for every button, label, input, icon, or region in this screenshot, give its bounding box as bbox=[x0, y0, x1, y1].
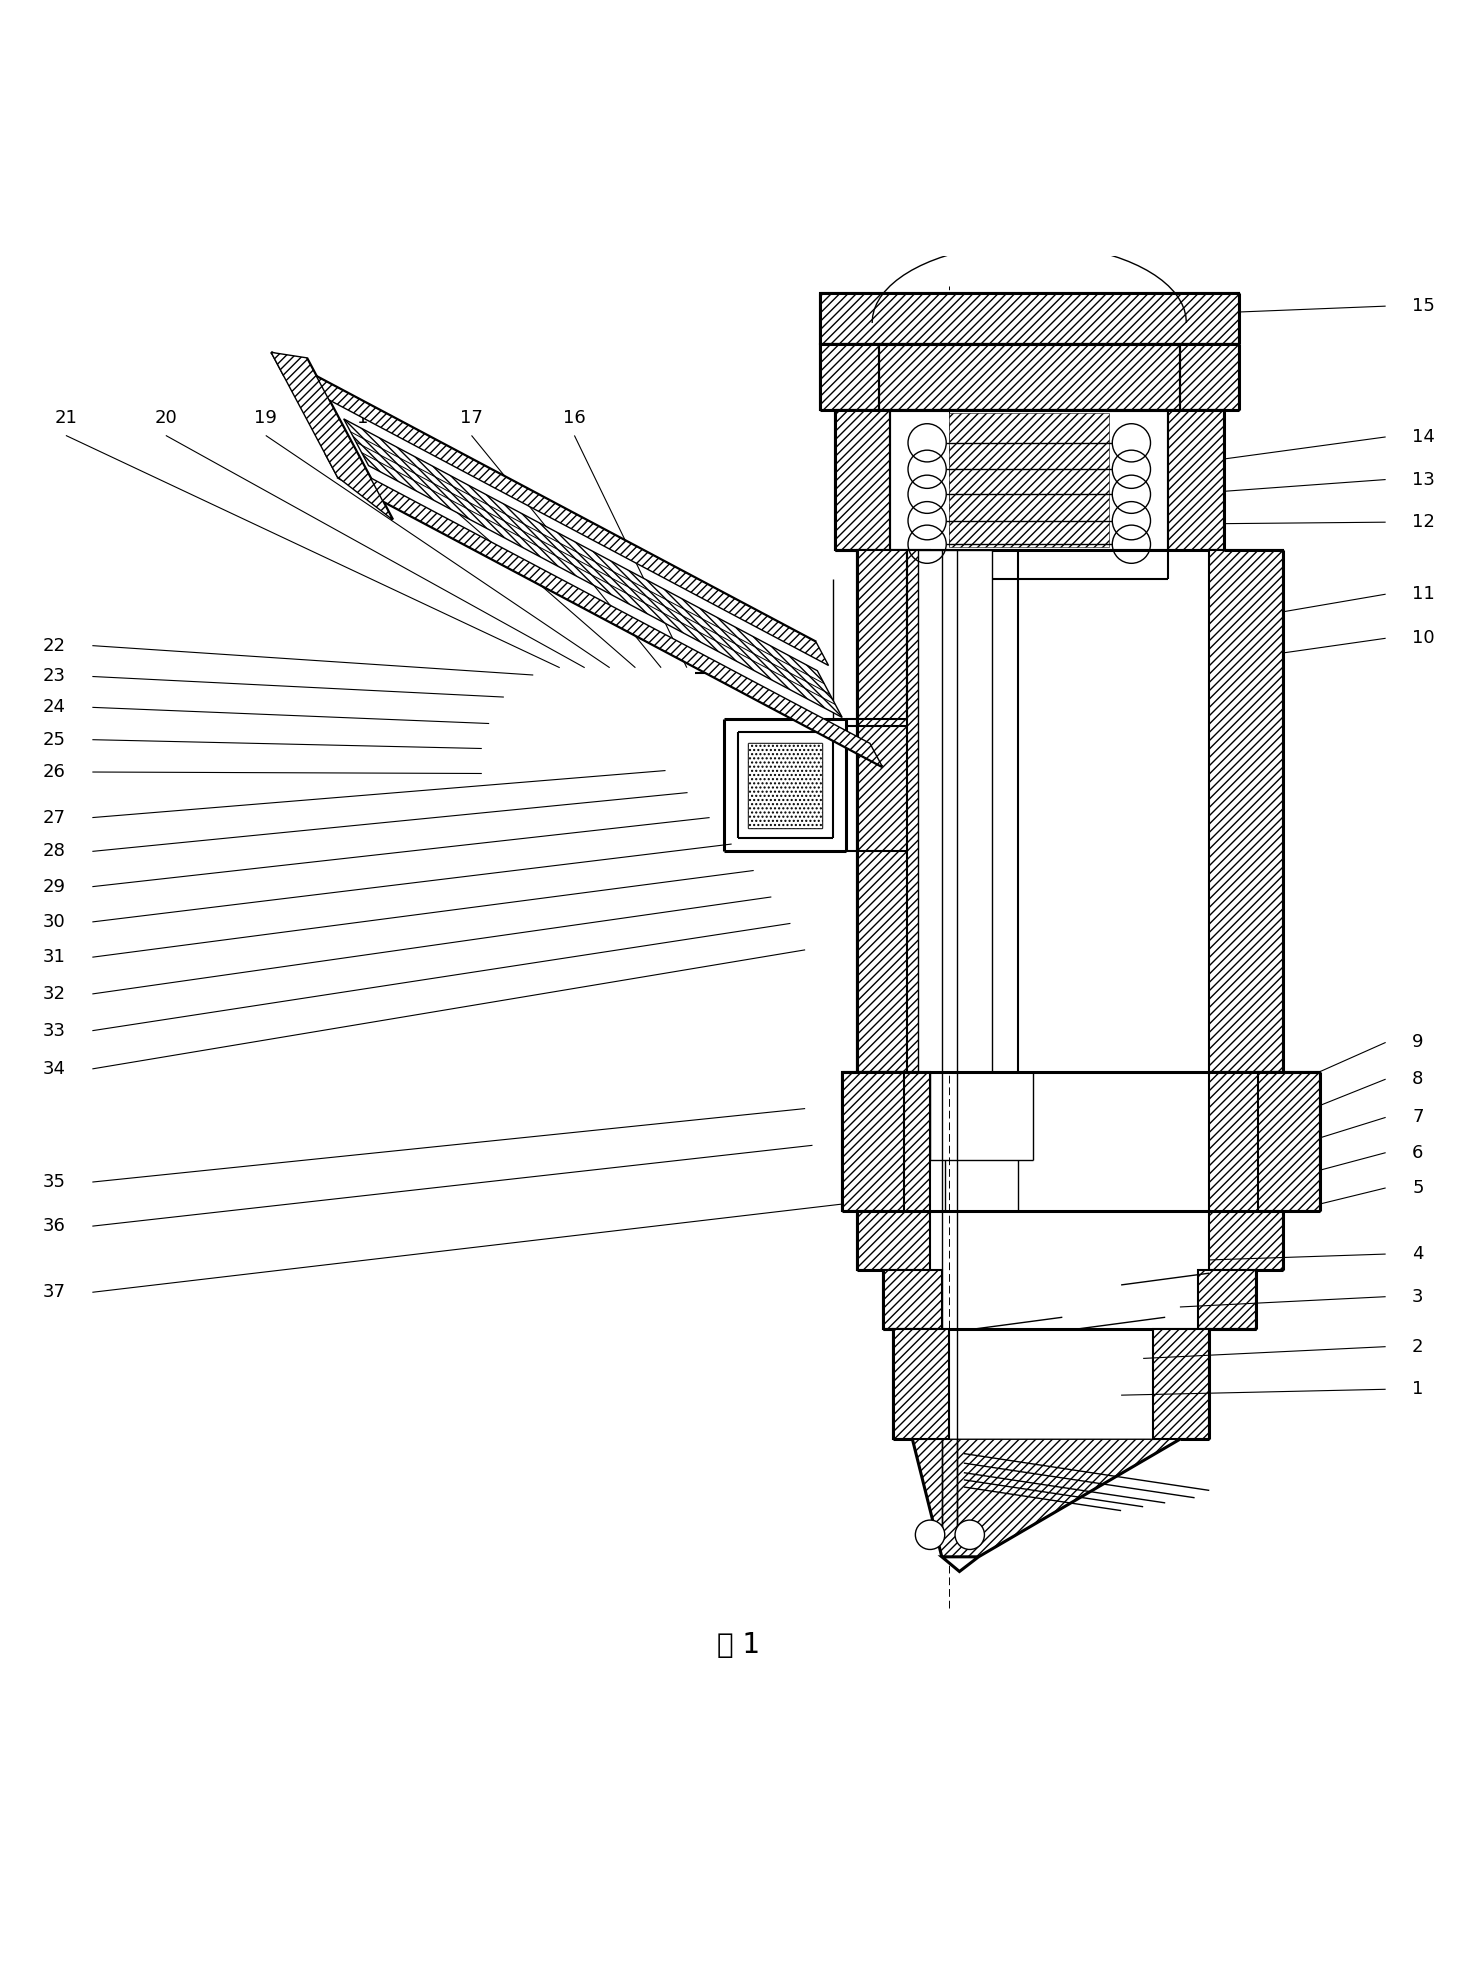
Text: 30: 30 bbox=[43, 914, 67, 932]
Bar bbox=[1153, 1330, 1209, 1439]
Bar bbox=[748, 743, 822, 828]
Bar bbox=[882, 1270, 941, 1330]
Bar bbox=[949, 414, 1110, 547]
Text: 8: 8 bbox=[1411, 1070, 1423, 1088]
Text: 29: 29 bbox=[43, 878, 67, 896]
Bar bbox=[857, 551, 930, 1072]
Bar bbox=[820, 345, 878, 410]
Text: 3: 3 bbox=[1411, 1288, 1423, 1306]
Polygon shape bbox=[270, 353, 393, 519]
Text: 34: 34 bbox=[43, 1060, 67, 1078]
Text: 4: 4 bbox=[1411, 1245, 1423, 1263]
Text: 25: 25 bbox=[43, 731, 67, 749]
Text: 28: 28 bbox=[43, 842, 67, 860]
Text: 19: 19 bbox=[254, 408, 278, 426]
Text: 7: 7 bbox=[1411, 1108, 1423, 1126]
Circle shape bbox=[915, 1520, 944, 1550]
Text: 11: 11 bbox=[1411, 585, 1435, 603]
Text: 1: 1 bbox=[1411, 1379, 1423, 1397]
Polygon shape bbox=[270, 353, 829, 666]
Circle shape bbox=[955, 1520, 984, 1550]
Bar bbox=[1209, 551, 1283, 1072]
Text: 6: 6 bbox=[1411, 1144, 1423, 1161]
Bar bbox=[820, 293, 1239, 345]
Text: 23: 23 bbox=[43, 668, 67, 686]
Bar bbox=[1209, 1072, 1283, 1270]
Text: 27: 27 bbox=[43, 809, 67, 826]
Text: 12: 12 bbox=[1411, 513, 1435, 531]
Text: 32: 32 bbox=[43, 985, 67, 1003]
Text: 22: 22 bbox=[43, 636, 67, 654]
Text: 24: 24 bbox=[43, 698, 67, 716]
Bar bbox=[835, 410, 890, 551]
Bar bbox=[1179, 345, 1239, 410]
Text: 16: 16 bbox=[563, 408, 585, 426]
Polygon shape bbox=[941, 1556, 978, 1572]
Bar bbox=[918, 551, 992, 1072]
Text: 31: 31 bbox=[43, 947, 67, 965]
Text: 图 1: 图 1 bbox=[717, 1631, 761, 1659]
Polygon shape bbox=[912, 1439, 1179, 1556]
Bar bbox=[893, 1330, 949, 1439]
Text: 17: 17 bbox=[460, 408, 483, 426]
Text: 37: 37 bbox=[43, 1282, 67, 1302]
Text: 26: 26 bbox=[43, 763, 67, 781]
Polygon shape bbox=[344, 418, 842, 717]
Text: 35: 35 bbox=[43, 1173, 67, 1191]
Text: 18: 18 bbox=[358, 408, 380, 426]
Bar bbox=[1168, 410, 1224, 551]
Bar bbox=[878, 345, 1179, 410]
Text: 2: 2 bbox=[1411, 1338, 1423, 1356]
Text: 21: 21 bbox=[55, 408, 77, 426]
Text: 10: 10 bbox=[1411, 628, 1435, 648]
Bar bbox=[1197, 1270, 1256, 1330]
Polygon shape bbox=[325, 454, 882, 767]
Text: 15: 15 bbox=[1411, 297, 1435, 315]
Text: 5: 5 bbox=[1411, 1179, 1423, 1197]
Text: 13: 13 bbox=[1411, 470, 1435, 488]
Text: 9: 9 bbox=[1411, 1033, 1423, 1050]
Text: 36: 36 bbox=[43, 1217, 67, 1235]
Bar bbox=[1258, 1072, 1320, 1211]
Bar bbox=[857, 1072, 930, 1270]
Text: 20: 20 bbox=[155, 408, 177, 426]
Text: 14: 14 bbox=[1411, 428, 1435, 446]
Text: 33: 33 bbox=[43, 1021, 67, 1041]
Bar bbox=[842, 1072, 903, 1211]
